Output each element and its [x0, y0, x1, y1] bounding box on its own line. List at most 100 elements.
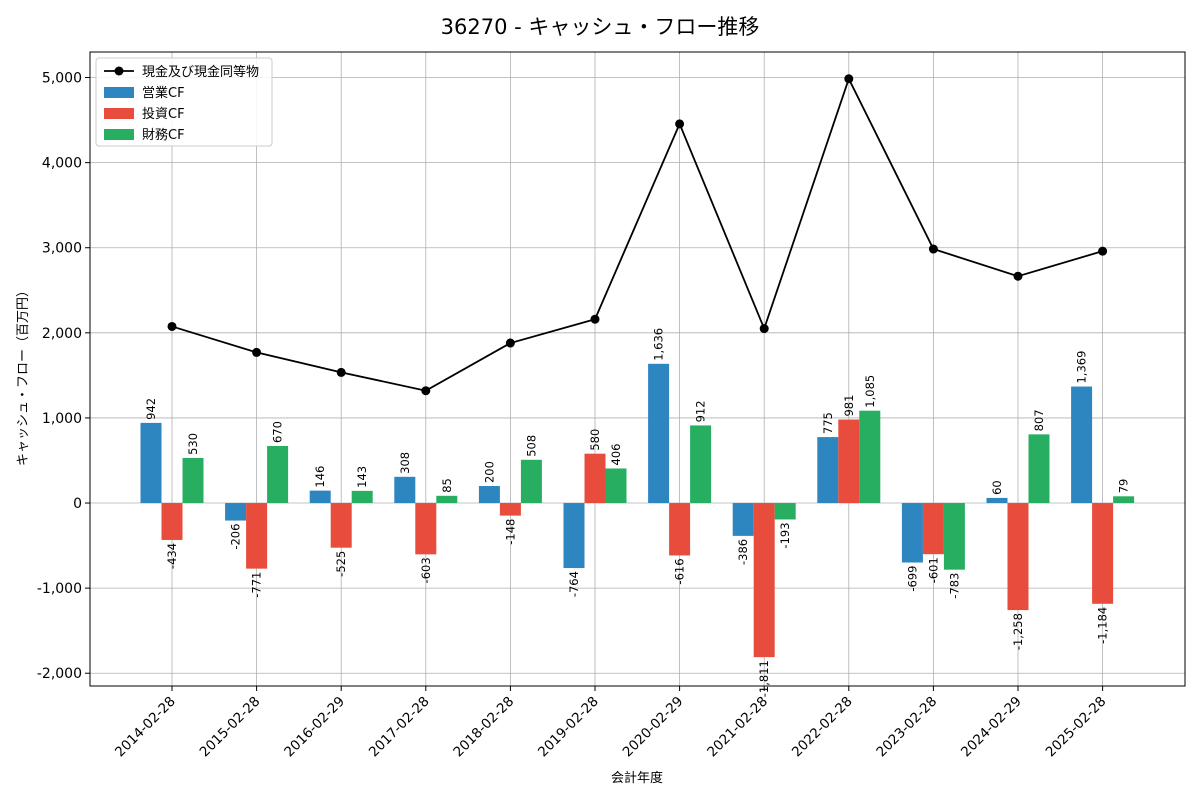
x-tick-label: 2016-02-29	[281, 694, 348, 761]
bar	[922, 503, 944, 555]
bar	[774, 503, 796, 520]
bar-value-label: 807	[1032, 409, 1046, 431]
x-axis-label: 会計年度	[611, 770, 663, 786]
bar-value-label: -1,184	[1096, 607, 1110, 644]
data-labels: 942 -206 146 308 200 -764 1,636 -386 775 -699 60 1,…	[144, 328, 1131, 697]
legend-label: 営業CF	[142, 85, 185, 101]
bar	[246, 503, 268, 569]
bar	[1007, 503, 1029, 611]
bar	[1113, 496, 1135, 504]
bar	[225, 503, 247, 521]
bar	[817, 437, 839, 504]
x-tick-label: 2018-02-28	[450, 694, 517, 761]
bar-value-label: 670	[271, 421, 285, 443]
plot-frame	[89, 51, 1186, 687]
bar	[499, 503, 521, 516]
line-point	[759, 324, 769, 334]
bar	[1071, 386, 1093, 504]
bar-value-label: 508	[524, 435, 538, 457]
bar-value-label: 775	[821, 412, 835, 434]
legend-swatch	[104, 129, 134, 140]
x-tick-label: 2015-02-28	[197, 694, 264, 761]
bar-value-label: -601	[926, 557, 940, 583]
bar-value-label: 85	[440, 478, 454, 493]
bar	[859, 410, 881, 504]
legend-swatch	[104, 108, 134, 119]
y-axis-label: キャッシュ・フロー（百万円）	[16, 284, 31, 466]
bar	[605, 468, 627, 504]
bar-value-label: -616	[673, 558, 687, 584]
bar	[436, 495, 458, 504]
legend-frame	[95, 57, 273, 147]
bar	[182, 457, 204, 504]
bar-value-label: 580	[588, 429, 602, 451]
line-point	[675, 119, 685, 129]
bar	[478, 486, 500, 504]
bar-value-label: 143	[355, 466, 369, 488]
legend-label: 財務CF	[142, 128, 185, 143]
legend-label: 現金及び現金同等物	[142, 64, 259, 80]
bar	[648, 363, 670, 504]
bar-value-label: 530	[186, 433, 200, 455]
bar-value-label: 146	[313, 466, 327, 488]
legend-marker	[114, 66, 124, 76]
bar	[267, 446, 289, 504]
line-point	[844, 74, 854, 84]
bar-value-label: 60	[990, 480, 1004, 495]
bar	[838, 419, 860, 504]
line-point	[252, 347, 262, 357]
bar-value-label: -193	[778, 522, 792, 548]
bar	[943, 503, 965, 570]
bar	[901, 503, 923, 563]
bar-value-label: 1,085	[863, 375, 877, 408]
bar-value-label: -386	[736, 539, 750, 565]
bar-value-label: -1,258	[1011, 613, 1025, 650]
bar-series	[140, 363, 1135, 658]
line-point	[336, 367, 346, 377]
bar	[351, 490, 373, 504]
x-tick-label: 2024-02-29	[958, 694, 1025, 761]
bar	[690, 425, 712, 504]
line-point	[505, 338, 515, 348]
cash-equivalents-line	[171, 76, 1103, 392]
chart-title: 36270 - キャッシュ・フロー推移	[441, 15, 760, 39]
bar	[669, 503, 691, 556]
bar	[309, 490, 331, 504]
bar-value-label: -1,811	[757, 660, 771, 697]
axis-ticks: -2,000 -1,000 0 1,000 2,000 3,000 4,000 5,000 20…	[37, 71, 1110, 761]
line-point	[1098, 246, 1108, 256]
x-tick-label: 2023-02-28	[873, 694, 940, 761]
bar-value-label: 79	[1117, 479, 1131, 494]
bar	[1028, 434, 1050, 504]
legend-label: 投資CF	[142, 106, 185, 122]
x-tick-label: 2017-02-28	[366, 694, 433, 761]
bar-value-label: -525	[334, 551, 348, 577]
y-tick-label: 3,000	[42, 241, 82, 257]
bar-value-label: -764	[567, 571, 581, 597]
y-tick-label: -2,000	[37, 666, 82, 682]
line-point	[1013, 271, 1023, 281]
legend-swatch	[104, 87, 134, 98]
x-tick-label: 2019-02-28	[535, 694, 602, 761]
line-point	[590, 314, 600, 324]
bar	[520, 459, 542, 504]
line-point	[928, 244, 938, 254]
bar-value-label: 1,369	[1075, 351, 1089, 384]
y-tick-label: 4,000	[42, 156, 82, 172]
line-series	[167, 74, 1108, 396]
bar	[1092, 503, 1114, 604]
bar-value-label: -148	[503, 519, 517, 545]
bar	[394, 476, 416, 504]
line-point	[167, 321, 177, 331]
x-tick-label: 2025-02-28	[1043, 694, 1110, 761]
bar	[732, 503, 754, 536]
bar-value-label: 200	[482, 461, 496, 483]
grid-lines	[90, 52, 1185, 686]
y-tick-label: 5,000	[42, 71, 82, 87]
bar-value-label: 406	[609, 444, 623, 466]
bar-value-label: 981	[842, 395, 856, 417]
bar	[140, 422, 162, 504]
